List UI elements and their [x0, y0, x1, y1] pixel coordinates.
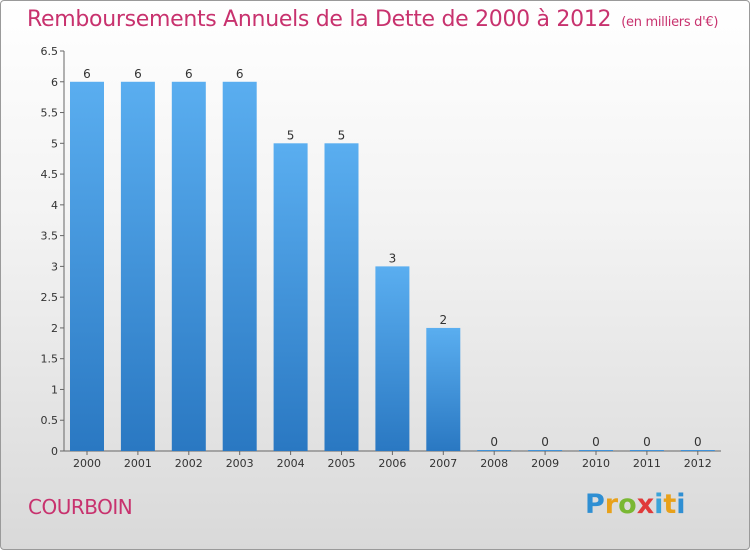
bar-2006: [375, 266, 410, 451]
data-label: 0: [643, 435, 651, 449]
y-tick-label: 6: [51, 76, 58, 89]
x-tick-label: 2004: [277, 457, 305, 470]
y-tick-label: 4.5: [41, 168, 59, 181]
bar-2007: [426, 327, 461, 451]
title-text: Remboursements Annuels de la Dette de 20…: [27, 7, 612, 32]
logo-letter: i: [654, 489, 664, 520]
x-tick-label: 2006: [378, 457, 406, 470]
x-tick-label: 2003: [226, 457, 254, 470]
commune-name: COURBOIN: [28, 495, 133, 519]
data-label: 6: [134, 67, 142, 81]
bar-2001: [120, 81, 155, 452]
x-tick-label: 2008: [480, 457, 508, 470]
logo-letter: P: [585, 489, 605, 520]
bar-2004: [273, 143, 308, 452]
bar-2009: [528, 450, 563, 451]
x-tick-label: 2012: [684, 457, 712, 470]
logo-letter: x: [636, 489, 655, 520]
bar-2002: [171, 81, 206, 452]
y-tick-label: 5: [51, 137, 58, 150]
x-tick-label: 2001: [124, 457, 152, 470]
x-tick-label: 2010: [582, 457, 610, 470]
logo-letter: r: [604, 489, 619, 520]
data-label: 6: [83, 67, 91, 81]
bar-2010: [579, 450, 613, 451]
logo-letter: t: [663, 489, 677, 520]
data-label: 6: [185, 67, 193, 81]
bar-2011: [629, 450, 664, 451]
x-tick-label: 2009: [531, 457, 559, 470]
bar-2008: [477, 450, 512, 451]
y-tick-label: 3: [51, 260, 58, 273]
logo-letter: o: [618, 489, 637, 520]
data-label: 0: [541, 435, 549, 449]
data-label: 5: [287, 128, 295, 142]
y-tick-label: 2.5: [41, 291, 59, 304]
y-tick-label: 3.5: [41, 230, 59, 243]
x-tick-label: 2002: [175, 457, 203, 470]
bar-2000: [70, 81, 104, 452]
title-unit: (en milliers d'€): [621, 15, 719, 30]
data-label: 5: [338, 128, 346, 142]
y-tick-label: 5.5: [41, 107, 59, 120]
bar-2003: [222, 81, 257, 452]
proxiti-logo: Proxiti: [585, 489, 686, 520]
x-tick-label: 2007: [429, 457, 457, 470]
bar-2012: [680, 450, 715, 451]
bar-2005: [324, 143, 359, 452]
y-tick-label: 2: [51, 322, 58, 335]
x-tick-label: 2011: [633, 457, 661, 470]
x-tick-label: 2005: [328, 457, 356, 470]
data-label: 0: [694, 435, 702, 449]
x-tick-label: 2000: [73, 457, 101, 470]
data-label: 6: [236, 67, 244, 81]
y-tick-label: 4: [51, 199, 58, 212]
data-label: 3: [389, 251, 397, 265]
data-label: 0: [490, 435, 498, 449]
y-tick-label: 1.5: [41, 353, 59, 366]
data-label: 2: [439, 313, 447, 327]
logo-letter: i: [676, 489, 686, 520]
y-tick-label: 0.5: [41, 414, 59, 427]
data-label: 0: [592, 435, 600, 449]
y-tick-label: 0: [51, 445, 58, 458]
y-tick-label: 6.5: [41, 45, 59, 58]
y-tick-label: 1: [51, 383, 58, 396]
chart-title: Remboursements Annuels de la Dette de 20…: [27, 7, 718, 32]
